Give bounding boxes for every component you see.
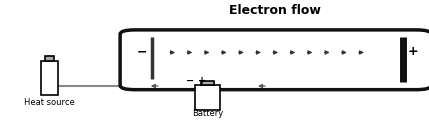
Text: Electron flow: Electron flow bbox=[229, 4, 320, 17]
FancyBboxPatch shape bbox=[120, 30, 429, 90]
Bar bbox=[41, 61, 58, 95]
Bar bbox=[45, 56, 54, 61]
Text: −: − bbox=[136, 45, 147, 58]
Text: +: + bbox=[199, 76, 206, 86]
Bar bbox=[195, 85, 220, 110]
Text: Battery: Battery bbox=[192, 109, 223, 118]
Text: +: + bbox=[408, 45, 418, 58]
Text: Heat source: Heat source bbox=[24, 98, 75, 107]
Bar bbox=[201, 81, 214, 85]
Text: −: − bbox=[186, 76, 193, 86]
